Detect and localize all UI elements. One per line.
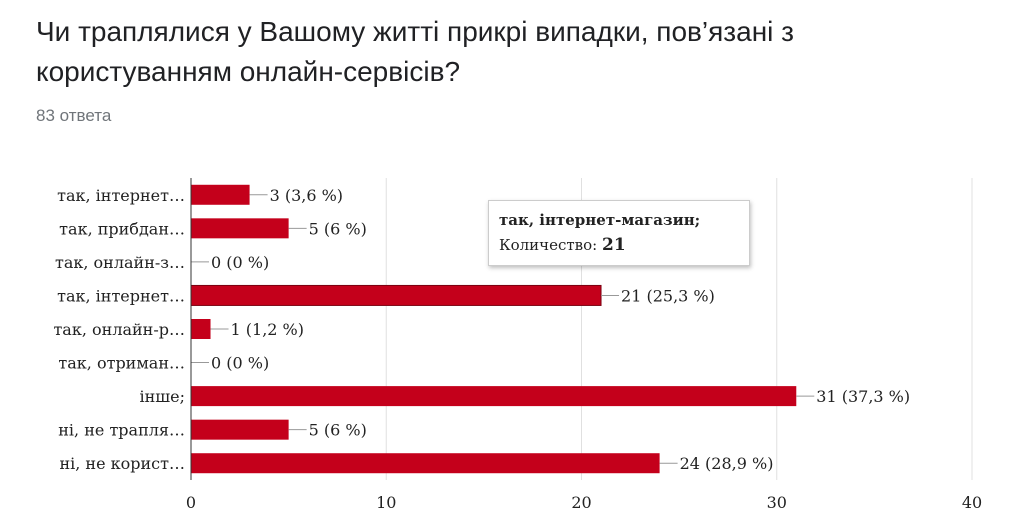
x-tick-label: 30 (767, 493, 787, 512)
data-label: 0 (0 %) (211, 354, 269, 373)
tooltip-category: так, інтернет-магазин; (499, 211, 701, 229)
x-tick-label: 20 (571, 493, 591, 512)
data-label: 31 (37,3 %) (816, 387, 910, 406)
category-label: так, онлайн-р… (53, 320, 185, 339)
bar[interactable] (191, 453, 660, 474)
tooltip-count-value: 21 (601, 235, 626, 255)
x-tick-label: 0 (186, 493, 196, 512)
category-label: так, отриман… (58, 354, 185, 373)
data-label: 24 (28,9 %) (680, 454, 774, 473)
bar[interactable] (191, 184, 250, 205)
x-tick-label: 10 (376, 493, 396, 512)
data-label: 3 (3,6 %) (270, 186, 343, 205)
category-label: ні, не корист… (59, 454, 185, 473)
page-title: Чи траплялися у Вашому житті прикрі випа… (36, 16, 794, 87)
category-label: так, інтернет… (57, 186, 185, 205)
response-count: 83 ответа (36, 106, 112, 125)
bar[interactable] (191, 419, 289, 440)
bar[interactable] (190, 284, 602, 306)
tooltip-count-label: Количество: (499, 236, 598, 254)
bar[interactable] (191, 319, 211, 339)
bar[interactable] (191, 218, 289, 239)
category-label: так, прибдан… (59, 219, 185, 238)
category-label: так, інтернет… (57, 286, 185, 305)
chart-tooltip: так, інтернет-магазин; Количество: 21 (488, 200, 750, 266)
data-label: 0 (0 %) (211, 253, 269, 272)
bar[interactable] (191, 386, 797, 407)
tooltip-count-line: Количество: 21 (499, 235, 739, 255)
category-label: ні, не трапля… (58, 421, 185, 440)
data-label: 1 (1,2 %) (231, 320, 304, 339)
data-label: 5 (6 %) (309, 421, 367, 440)
data-label: 5 (6 %) (309, 219, 367, 238)
category-label: так, онлайн-з… (55, 253, 185, 272)
x-tick-label: 40 (962, 493, 982, 512)
category-label: інше; (139, 387, 185, 406)
data-label: 21 (25,3 %) (621, 286, 715, 305)
